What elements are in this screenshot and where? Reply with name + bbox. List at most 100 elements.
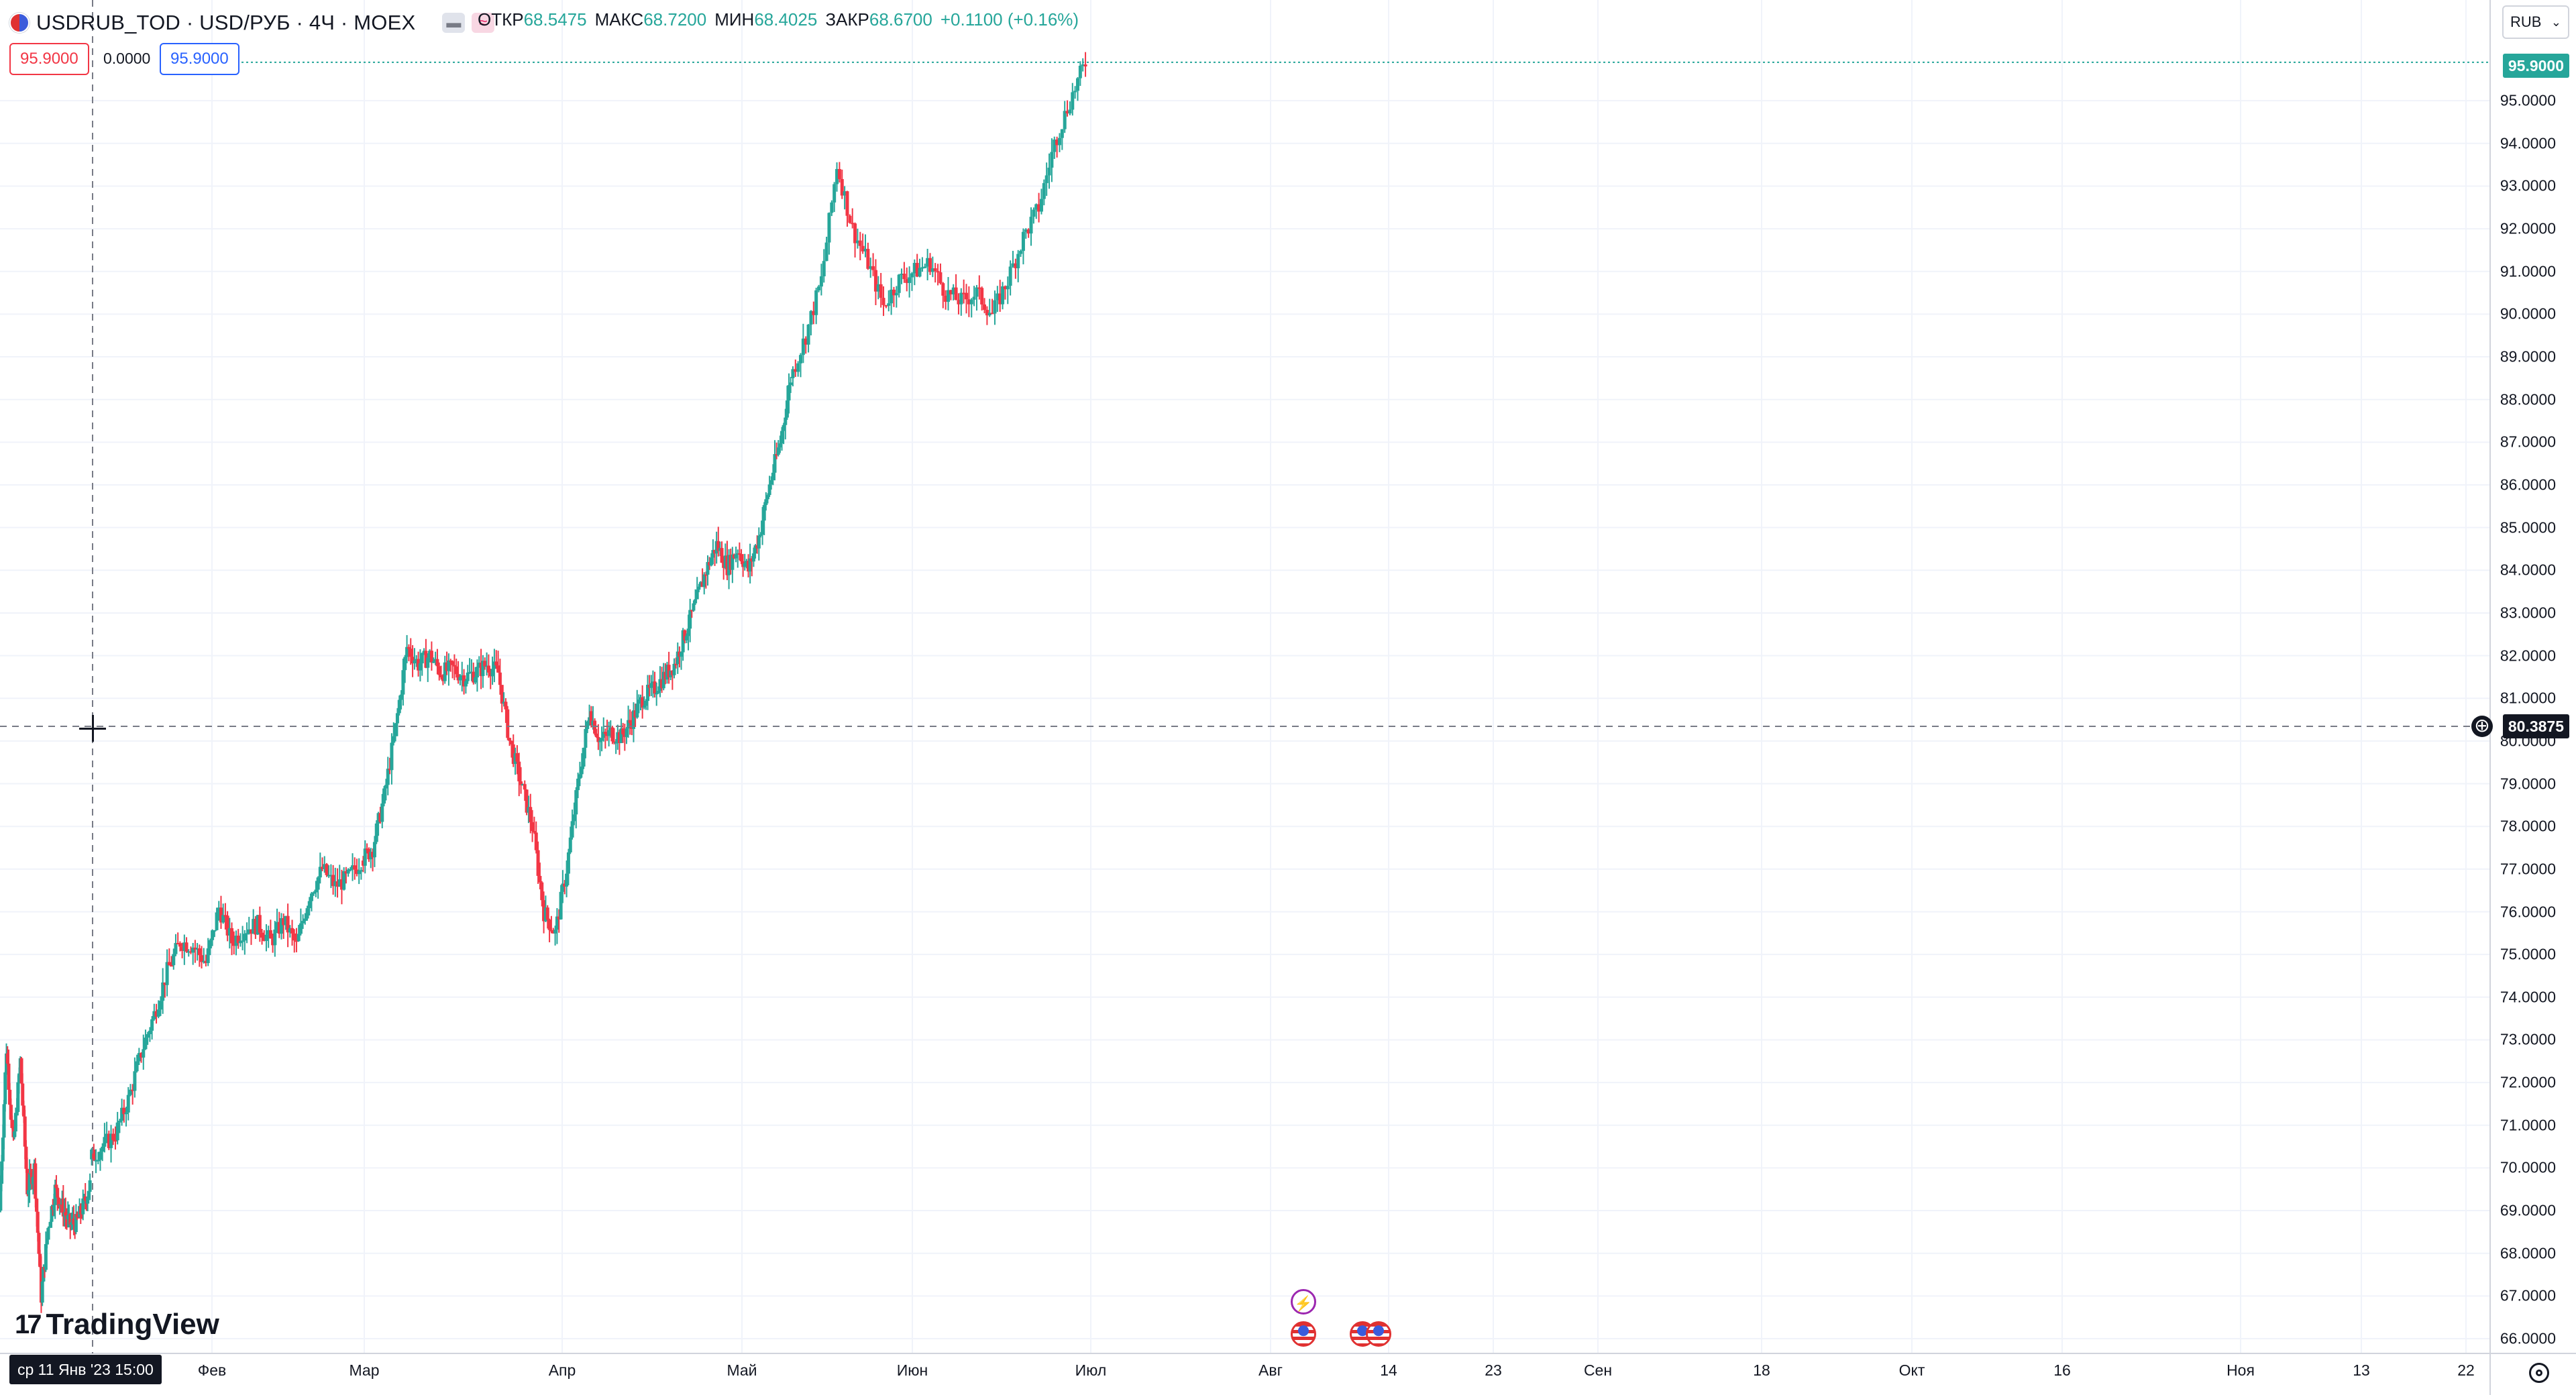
candle-body	[21, 1105, 25, 1117]
price-label: 90.0000	[2500, 304, 2556, 323]
candle-body	[422, 651, 426, 653]
candle-body	[612, 741, 616, 743]
candle-body	[734, 554, 738, 559]
candle-body	[115, 1122, 119, 1141]
candle-body	[200, 955, 204, 962]
candle-body	[614, 742, 618, 744]
candle-body	[837, 169, 841, 180]
candle-body	[791, 369, 795, 378]
minus-toggle-icon[interactable]: ▬	[442, 13, 466, 33]
candle-body	[519, 781, 523, 785]
candle-body	[628, 720, 632, 723]
candle-body	[580, 766, 584, 775]
candle-body	[1019, 251, 1023, 254]
time-label: Фев	[197, 1361, 227, 1379]
candle-body	[247, 929, 251, 934]
candle-body	[739, 554, 743, 561]
candle-body	[736, 553, 740, 555]
candle-body	[809, 311, 813, 325]
candle-body	[230, 928, 234, 944]
candle-body	[405, 647, 409, 657]
candle-body	[814, 290, 818, 315]
candle-body	[751, 553, 755, 562]
candle-body	[967, 299, 971, 304]
candle-body	[182, 942, 186, 951]
candle-body	[382, 788, 386, 804]
candle-body	[686, 628, 690, 636]
candle-body	[88, 1180, 92, 1192]
sell-button[interactable]: 95.9000	[9, 43, 89, 75]
candle-body	[884, 304, 888, 306]
candle-body	[720, 548, 724, 563]
price-label: 73.0000	[2500, 1030, 2556, 1048]
settings-icon[interactable]	[2529, 1363, 2549, 1383]
candle-body	[236, 936, 240, 944]
candle-body	[678, 651, 682, 657]
candle-body	[107, 1133, 111, 1148]
candle-body	[1011, 263, 1015, 267]
us-flag-event-icon[interactable]	[1291, 1321, 1316, 1347]
candle-body	[314, 889, 318, 893]
candle-body	[101, 1146, 105, 1152]
candle-body	[437, 666, 441, 675]
time-label: Авг	[1258, 1361, 1283, 1379]
buy-button[interactable]: 95.9000	[160, 43, 239, 75]
add-alert-plus-icon[interactable]: ⊕	[2471, 716, 2493, 737]
time-label: 23	[1485, 1361, 1502, 1379]
candle-body	[565, 873, 569, 887]
candle-body	[998, 293, 1002, 304]
price-label: 74.0000	[2500, 988, 2556, 1006]
candle-body	[887, 303, 891, 306]
candle-body	[213, 930, 217, 932]
candle-body	[755, 545, 759, 549]
candle-body	[94, 1160, 98, 1162]
candle-body	[488, 672, 492, 677]
candle-body	[424, 651, 428, 668]
candle-body	[987, 313, 991, 316]
candle-body	[641, 697, 645, 708]
candle-body	[76, 1217, 80, 1219]
candle-body	[483, 661, 487, 667]
candle-body	[1068, 109, 1072, 114]
candle-body	[506, 709, 510, 738]
candle-body	[428, 651, 432, 658]
candle-body	[7, 1063, 11, 1090]
candle-body	[996, 293, 1000, 300]
candle-body	[411, 657, 415, 664]
candle-body	[451, 661, 455, 665]
candle-body	[496, 665, 500, 673]
symbol-title[interactable]: USDRUB_TOD · USD/РУБ · 4Ч · MOEX	[36, 11, 416, 34]
candle-body	[647, 684, 651, 688]
price-label: 70.0000	[2500, 1158, 2556, 1176]
candle-body	[464, 681, 468, 687]
candle-body	[234, 936, 238, 946]
us-flag-event-icon[interactable]	[1366, 1321, 1391, 1347]
candle-body	[339, 879, 343, 890]
time-label: Мар	[349, 1361, 380, 1379]
candle-body	[415, 659, 419, 661]
candle-body	[374, 823, 378, 842]
candle-body	[502, 702, 506, 704]
candle-body	[42, 1266, 46, 1282]
candle-body	[223, 915, 227, 917]
candle-body	[845, 191, 849, 216]
candle-body	[694, 599, 698, 604]
candle-body	[669, 670, 673, 677]
candle-body	[146, 1034, 150, 1038]
candle-body	[399, 694, 403, 700]
symbol-header[interactable]: USDRUB_TOD · USD/РУБ · 4Ч · MOEX ▬ ≈	[9, 7, 495, 39]
candle-body	[191, 947, 195, 953]
candle-body	[617, 732, 621, 744]
candle-body	[563, 883, 567, 887]
compare-wave-icon[interactable]: ≈	[472, 13, 495, 33]
tradingview-logo[interactable]: 17 TradingView	[15, 1308, 219, 1341]
candle-body	[458, 677, 462, 681]
candle-body	[633, 710, 637, 718]
currency-select[interactable]: RUB ⌄	[2502, 5, 2569, 39]
lightning-event-icon[interactable]: ⚡	[1291, 1289, 1316, 1315]
candle-body	[19, 1058, 23, 1084]
candle-body	[5, 1053, 9, 1064]
candle-body	[351, 865, 355, 869]
candle-body	[66, 1215, 70, 1220]
